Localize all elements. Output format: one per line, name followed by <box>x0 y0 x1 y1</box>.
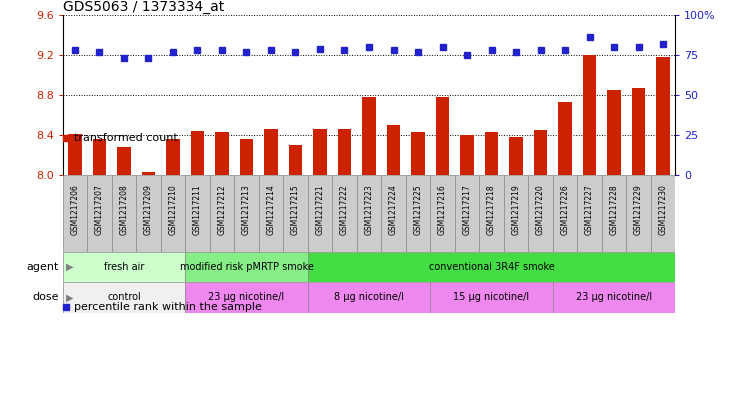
Bar <box>558 102 572 175</box>
Text: GSM1217230: GSM1217230 <box>658 184 667 235</box>
Text: GSM1217223: GSM1217223 <box>365 184 373 235</box>
Text: ▶: ▶ <box>66 262 74 272</box>
Text: agent: agent <box>27 262 59 272</box>
Bar <box>308 175 332 252</box>
Bar <box>87 175 111 252</box>
Bar <box>356 175 382 252</box>
Text: GSM1217225: GSM1217225 <box>413 184 422 235</box>
Bar <box>210 175 234 252</box>
Text: GSM1217211: GSM1217211 <box>193 184 202 235</box>
Bar <box>607 90 621 175</box>
Bar <box>411 132 425 175</box>
Text: GSM1217208: GSM1217208 <box>120 184 128 235</box>
Text: 15 μg nicotine/l: 15 μg nicotine/l <box>453 292 530 303</box>
Text: GSM1217221: GSM1217221 <box>316 184 325 235</box>
Text: GSM1217220: GSM1217220 <box>536 184 545 235</box>
Bar <box>332 175 356 252</box>
Bar <box>553 282 675 313</box>
Bar <box>93 139 106 175</box>
Text: transformed count: transformed count <box>74 132 178 143</box>
Text: GSM1217206: GSM1217206 <box>71 184 80 235</box>
Text: modified risk pMRTP smoke: modified risk pMRTP smoke <box>179 262 314 272</box>
Text: GSM1217229: GSM1217229 <box>634 184 643 235</box>
Bar <box>111 175 137 252</box>
Bar <box>461 135 474 175</box>
Bar <box>504 175 528 252</box>
Text: GSM1217207: GSM1217207 <box>95 184 104 235</box>
Bar <box>509 137 523 175</box>
Bar <box>68 134 82 175</box>
Text: 23 μg nicotine/l: 23 μg nicotine/l <box>576 292 652 303</box>
Bar <box>485 132 498 175</box>
Bar <box>185 175 210 252</box>
Bar <box>63 282 185 313</box>
Text: ▶: ▶ <box>66 292 74 303</box>
Bar <box>528 175 553 252</box>
Text: GSM1217217: GSM1217217 <box>463 184 472 235</box>
Text: percentile rank within the sample: percentile rank within the sample <box>74 301 262 312</box>
Bar <box>166 139 180 175</box>
Bar <box>601 175 627 252</box>
Bar <box>308 282 430 313</box>
Text: GDS5063 / 1373334_at: GDS5063 / 1373334_at <box>63 0 224 14</box>
Bar <box>264 129 277 175</box>
Text: GSM1217210: GSM1217210 <box>168 184 177 235</box>
Bar <box>627 175 651 252</box>
Bar <box>283 175 308 252</box>
Bar <box>553 175 577 252</box>
Text: 23 μg nicotine/l: 23 μg nicotine/l <box>208 292 285 303</box>
Text: GSM1217228: GSM1217228 <box>610 184 618 235</box>
Bar <box>313 129 327 175</box>
Bar <box>63 175 87 252</box>
Text: GSM1217222: GSM1217222 <box>340 184 349 235</box>
Text: GSM1217216: GSM1217216 <box>438 184 447 235</box>
Bar <box>161 175 185 252</box>
Bar <box>656 57 670 175</box>
Text: GSM1217209: GSM1217209 <box>144 184 153 235</box>
Bar <box>406 175 430 252</box>
Bar <box>234 175 259 252</box>
Bar <box>632 88 645 175</box>
Bar <box>382 175 406 252</box>
Bar <box>534 130 548 175</box>
Bar <box>651 175 675 252</box>
Text: GSM1217214: GSM1217214 <box>266 184 275 235</box>
Text: GSM1217224: GSM1217224 <box>389 184 398 235</box>
Bar <box>215 132 229 175</box>
Bar <box>577 175 601 252</box>
Bar <box>435 97 449 175</box>
Text: GSM1217215: GSM1217215 <box>291 184 300 235</box>
Bar <box>338 129 351 175</box>
Bar <box>430 175 455 252</box>
Bar <box>430 282 553 313</box>
Bar <box>387 125 400 175</box>
Bar <box>137 175 161 252</box>
Text: conventional 3R4F smoke: conventional 3R4F smoke <box>429 262 554 272</box>
Text: GSM1217219: GSM1217219 <box>511 184 520 235</box>
Text: dose: dose <box>32 292 59 303</box>
Bar <box>190 131 204 175</box>
Text: GSM1217227: GSM1217227 <box>585 184 594 235</box>
Text: GSM1217213: GSM1217213 <box>242 184 251 235</box>
Text: GSM1217212: GSM1217212 <box>218 184 227 235</box>
Bar <box>455 175 479 252</box>
Bar <box>185 282 308 313</box>
Bar <box>289 145 303 175</box>
Bar <box>583 55 596 175</box>
Text: GSM1217226: GSM1217226 <box>561 184 570 235</box>
Bar <box>240 139 253 175</box>
Bar <box>63 252 185 282</box>
Bar <box>259 175 283 252</box>
Bar <box>479 175 504 252</box>
Text: 8 μg nicotine/l: 8 μg nicotine/l <box>334 292 404 303</box>
Bar <box>362 97 376 175</box>
Bar <box>185 252 308 282</box>
Text: GSM1217218: GSM1217218 <box>487 184 496 235</box>
Text: fresh air: fresh air <box>104 262 144 272</box>
Bar <box>142 172 155 175</box>
Bar <box>117 147 131 175</box>
Bar <box>308 252 675 282</box>
Text: control: control <box>107 292 141 303</box>
